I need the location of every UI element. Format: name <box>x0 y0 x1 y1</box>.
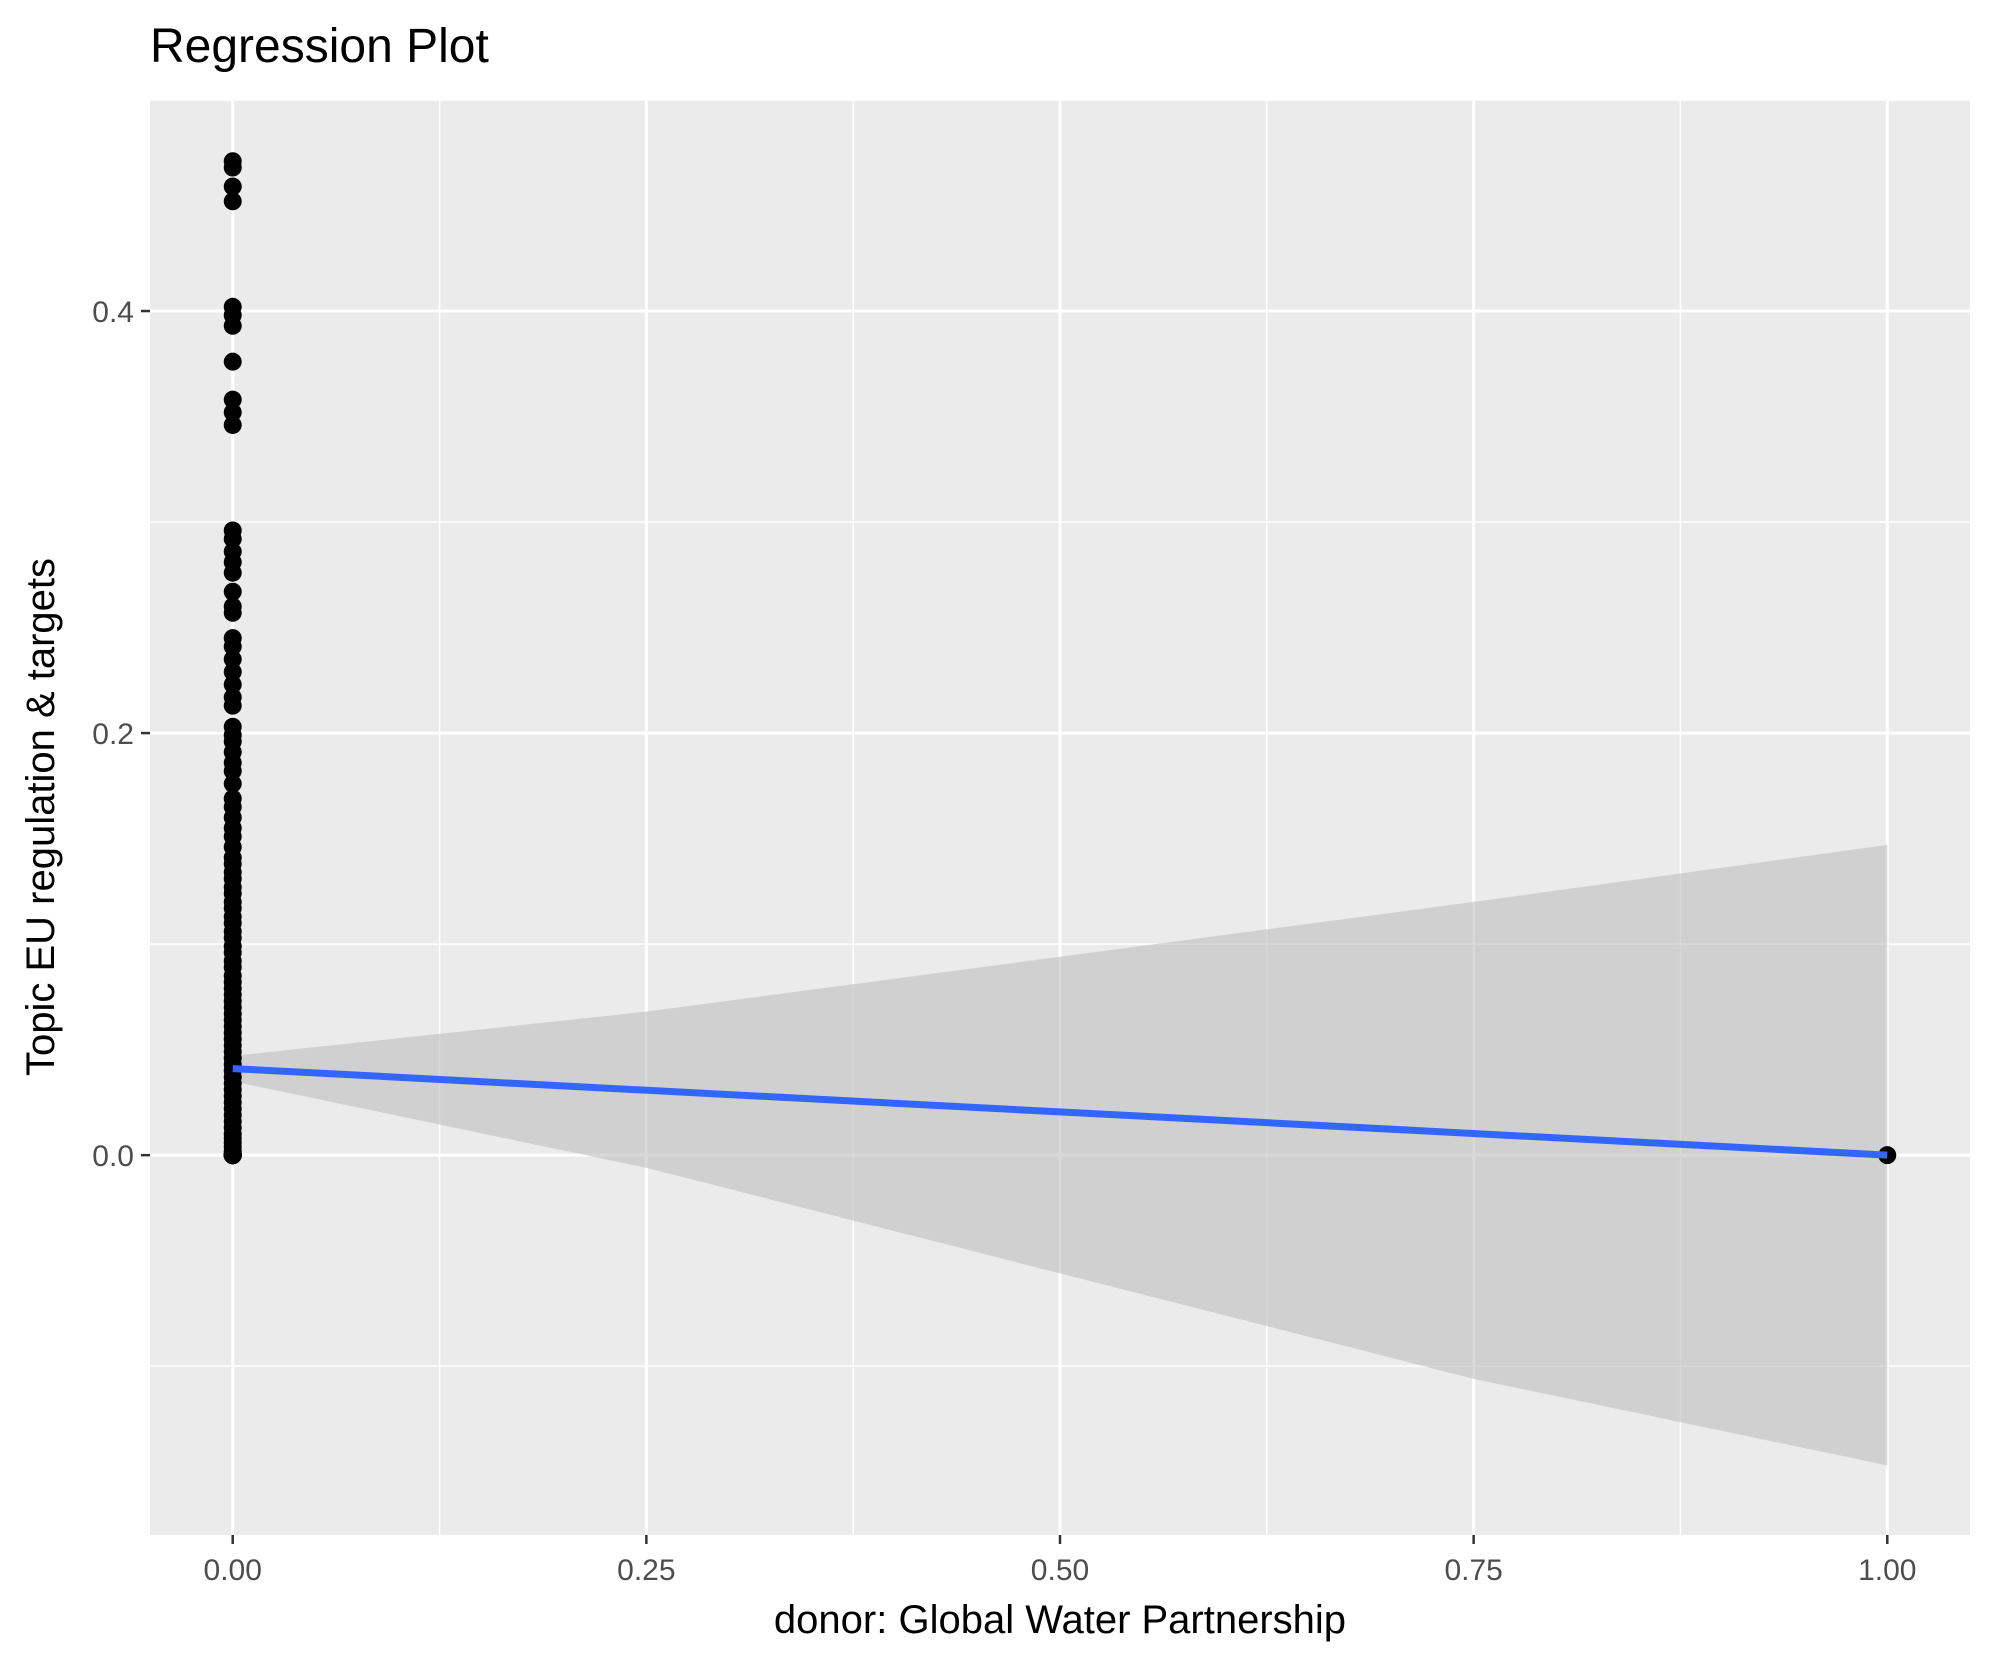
x-axis: 0.00 0.25 0.50 0.75 1.00 <box>204 1535 1916 1587</box>
data-point <box>223 316 242 335</box>
x-tick-label: 0.75 <box>1444 1554 1502 1587</box>
x-tick-label: 0.50 <box>1031 1554 1089 1587</box>
y-axis: 0.0 0.2 0.4 <box>92 296 150 1173</box>
y-tick-label: 0.0 <box>92 1140 134 1173</box>
data-point <box>223 762 242 781</box>
data-point <box>223 563 242 582</box>
x-tick-label: 0.00 <box>204 1554 262 1587</box>
data-point <box>223 1146 242 1165</box>
data-point <box>223 637 242 656</box>
data-point <box>223 415 242 434</box>
data-point <box>223 603 242 622</box>
y-tick-label: 0.4 <box>92 296 134 329</box>
x-axis-title: donor: Global Water Partnership <box>774 1598 1346 1642</box>
x-tick-label: 0.25 <box>617 1554 675 1587</box>
data-point <box>223 696 242 715</box>
data-point <box>223 192 242 211</box>
data-point <box>223 177 242 196</box>
data-point <box>223 582 242 601</box>
data-point <box>223 390 242 409</box>
data-point <box>223 774 242 793</box>
fit-line <box>232 1065 1888 1159</box>
data-point <box>223 675 242 694</box>
data-point <box>223 352 242 371</box>
confidence-band-layer <box>232 844 1888 1466</box>
y-axis-title: Topic EU regulation & targets <box>19 558 63 1076</box>
confidence-band <box>232 844 1888 1466</box>
data-points-layer <box>223 152 1897 1165</box>
y-tick-label: 0.2 <box>92 718 134 751</box>
data-point <box>223 529 242 548</box>
fit-line-layer <box>232 1065 1888 1159</box>
x-tick-label: 1.00 <box>1858 1554 1916 1587</box>
chart-title: Regression Plot <box>150 20 489 73</box>
data-point <box>223 650 242 669</box>
data-point <box>223 662 242 681</box>
data-point <box>223 403 242 422</box>
data-point <box>223 158 242 177</box>
